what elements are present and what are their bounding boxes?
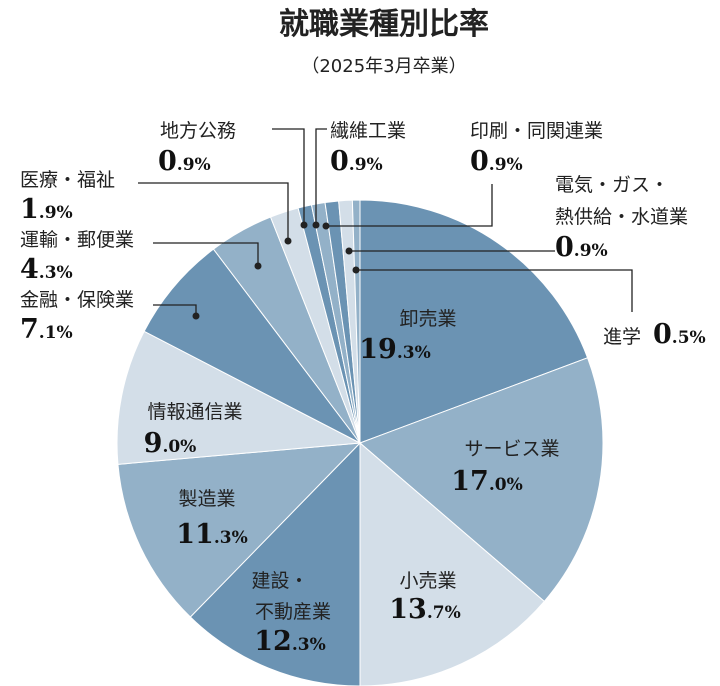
slice-14-value: 0.5% [653, 319, 706, 350]
slice-4-name: 建設・ [251, 570, 308, 592]
slice-1-name: 卸売業 [399, 308, 456, 330]
slice-5-wedge [117, 442, 362, 618]
slice-2-wedge [359, 357, 604, 603]
slice-9-name: 医療・福祉 [20, 169, 115, 191]
slice-13-value: 0.9% [555, 232, 608, 263]
slice-12-leader-dot [322, 222, 330, 230]
slice-4-name: 不動産業 [255, 601, 331, 623]
slice-7-wedge [143, 248, 361, 444]
slice-2-name: サービス業 [464, 438, 559, 460]
slice-8-value: 4.3% [20, 254, 73, 285]
slice-12-name: 印刷・同関連業 [470, 120, 603, 142]
slice-3-wedge [359, 441, 545, 686]
slice-10-leader-dot [300, 221, 308, 229]
slice-1-value: 19.3% [359, 334, 430, 365]
slice-10-name: 地方公務 [160, 120, 236, 142]
slice-1-wedge [359, 199, 589, 444]
slice-12-value: 0.9% [470, 146, 523, 177]
slice-13-leader-dot [345, 247, 353, 255]
slice-6-value: 9.0% [144, 428, 197, 459]
slice-5-value: 11.3% [176, 519, 247, 550]
slice-6-wedge [116, 330, 362, 465]
slice-7-value: 7.1% [20, 314, 73, 345]
slice-3-value: 13.7% [389, 594, 460, 625]
leader-lines [138, 128, 633, 320]
slice-7-leader [153, 304, 197, 316]
slice-12-leader [326, 184, 493, 227]
slice-8-name: 運輸・郵便業 [20, 229, 134, 251]
slice-9-leader [138, 182, 289, 241]
slice-5-name: 製造業 [178, 488, 235, 510]
slice-4-value: 12.3% [254, 626, 325, 657]
slice-9-leader-dot [284, 237, 292, 245]
slice-13-name: 熱供給・水道業 [555, 206, 688, 228]
slice-6-name: 情報通信業 [147, 401, 242, 423]
slice-10-value: 0.9% [158, 146, 211, 177]
slice-11-value: 0.9% [330, 146, 383, 177]
slice-8-leader [153, 242, 259, 266]
slice-9-value: 1.9% [20, 194, 73, 225]
slice-13-name: 電気・ガス・ [555, 174, 669, 196]
slice-8-leader-dot [254, 262, 262, 270]
slice-14-wedge [351, 199, 361, 444]
slice-2-value: 17.0% [451, 466, 522, 497]
chart-subtitle: （2025年3月卒業） [301, 56, 466, 77]
slice-11-name: 繊維工業 [330, 120, 406, 142]
slice-10-leader [272, 128, 305, 225]
slice-3-name: 小売業 [399, 570, 456, 592]
slice-14-leader [356, 269, 633, 312]
chart-title: 就職業種別比率 [279, 7, 489, 42]
slice-11-leader-dot [312, 221, 320, 229]
slice-11-leader [315, 128, 327, 225]
slice-14-leader-dot [352, 266, 360, 274]
slice-7-leader-dot [192, 312, 200, 320]
pie-slices [116, 199, 604, 686]
slice-7-name: 金融・保険業 [20, 289, 134, 311]
slice-14-name: 進学 [603, 326, 641, 348]
